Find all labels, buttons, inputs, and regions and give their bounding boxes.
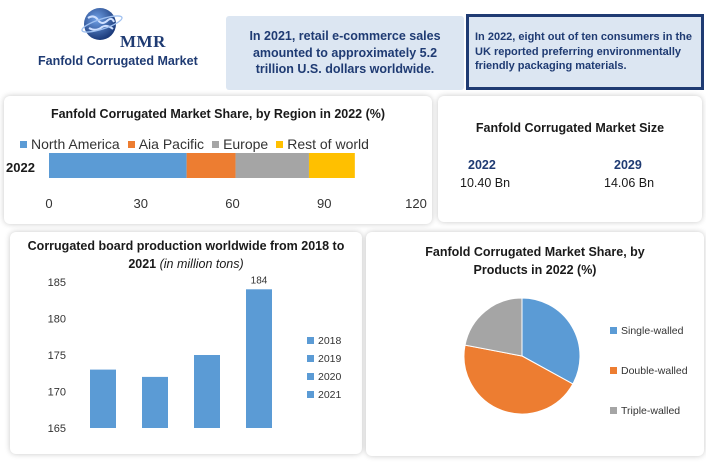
region-bar-segment-rest-of-world (308, 153, 355, 178)
legend-item-north-america: North America (20, 136, 120, 152)
report-title: Fanfold Corrugated Market (38, 54, 198, 68)
legend-item-rest-of-world: Rest of world (276, 136, 369, 152)
legend-item-asia-pacific: Aia Pacific (127, 136, 204, 152)
board-bar-2021 (246, 289, 272, 428)
fact-box-packaging: In 2022, eight out of ten consumers in t… (466, 14, 704, 90)
legend-swatch (307, 337, 314, 344)
board-y-tick-label: 180 (48, 314, 66, 326)
board-data-label: 184 (251, 275, 268, 286)
logo-text: MMR (120, 32, 166, 51)
mmr-logo: MMR Fanfold Corrugated Market (30, 6, 220, 72)
board-bar-2018 (90, 369, 116, 428)
legend-swatch (610, 407, 617, 414)
board-chart-plot: 165 170 175 180 185 184 2018 2019 2020 2021 (48, 275, 342, 435)
legend-swatch (212, 140, 220, 148)
board-y-tick-label: 185 (48, 277, 66, 289)
legend-swatch (20, 140, 27, 148)
board-production-panel: Corrugated board production worldwide fr… (10, 232, 362, 454)
board-bar-2020 (194, 355, 220, 428)
market-size-year-2022: 2022 (468, 158, 496, 172)
pie-legend-label-triple-walled: Triple-walled (621, 405, 680, 417)
board-bar-2019 (142, 376, 168, 428)
board-legend-label-2020: 2020 (318, 371, 342, 383)
pie-slice-double-walled (463, 344, 574, 415)
board-y-tick-label: 170 (48, 387, 66, 399)
region-bar-segment-aia-pacific (186, 153, 236, 178)
board-y-tick-label: 175 (48, 350, 66, 362)
market-size-value-2022: 10.40 Bn (460, 176, 511, 190)
product-share-panel: Fanfold Corrugated Market Share, by Prod… (366, 232, 704, 456)
region-category-label: 2022 (6, 160, 35, 175)
region-x-tick-label: 60 (225, 196, 239, 211)
legend-swatch (276, 140, 284, 148)
market-size-value-2029: 14.06 Bn (604, 176, 655, 190)
market-size-panel: Fanfold Corrugated Market Size 2022 10.4… (438, 96, 702, 222)
fact-packaging-text: In 2022, eight out of ten consumers in t… (475, 30, 692, 73)
board-chart-unit: (in million tons) (159, 256, 244, 271)
market-size-year-2029: 2029 (614, 158, 642, 172)
region-x-tick-label: 120 (405, 196, 427, 211)
region-bar-segment-north-america (49, 153, 187, 178)
region-legend: North America Aia Pacific Europe Rest of… (20, 136, 369, 152)
legend-swatch (307, 391, 314, 398)
pie-legend-label-double-walled: Double-walled (621, 365, 688, 377)
region-x-tick-label: 0 (45, 196, 52, 211)
legend-swatch (127, 140, 135, 148)
legend-swatch (307, 355, 314, 362)
legend-swatch (610, 327, 617, 334)
legend-item-europe: Europe (212, 136, 268, 152)
region-bar-segment-europe (235, 153, 309, 178)
region-x-tick-label: 90 (317, 196, 331, 211)
pie-slice-single-walled (521, 297, 581, 385)
product-pie-chart: Single-walled Double-walled Triple-walled (463, 297, 688, 417)
region-share-panel: Fanfold Corrugated Market Share, by Regi… (4, 96, 432, 224)
board-legend-label-2018: 2018 (318, 335, 342, 347)
pie-legend-label-single-walled: Single-walled (621, 325, 684, 337)
pie-slice-triple-walled (464, 297, 523, 357)
fact-box-ecommerce: In 2021, retail e-commerce sales amounte… (226, 16, 464, 90)
legend-swatch (610, 367, 617, 374)
board-chart-title: Corrugated board production worldwide fr… (27, 239, 345, 271)
globe-icon (81, 8, 123, 40)
region-x-tick-label: 30 (134, 196, 148, 211)
board-legend-label-2019: 2019 (318, 353, 342, 365)
legend-swatch (307, 373, 314, 380)
product-chart-title: Fanfold Corrugated Market Share, by Prod… (425, 245, 645, 277)
market-size-title: Fanfold Corrugated Market Size (475, 121, 665, 135)
region-chart-title: Fanfold Corrugated Market Share, by Regi… (50, 107, 386, 121)
board-legend-label-2021: 2021 (318, 389, 342, 401)
fact-ecommerce-text: In 2021, retail e-commerce sales amounte… (249, 28, 441, 77)
region-chart-plot: 2022 0 30 60 90 120 (6, 153, 427, 211)
board-y-tick-label: 165 (48, 423, 66, 435)
